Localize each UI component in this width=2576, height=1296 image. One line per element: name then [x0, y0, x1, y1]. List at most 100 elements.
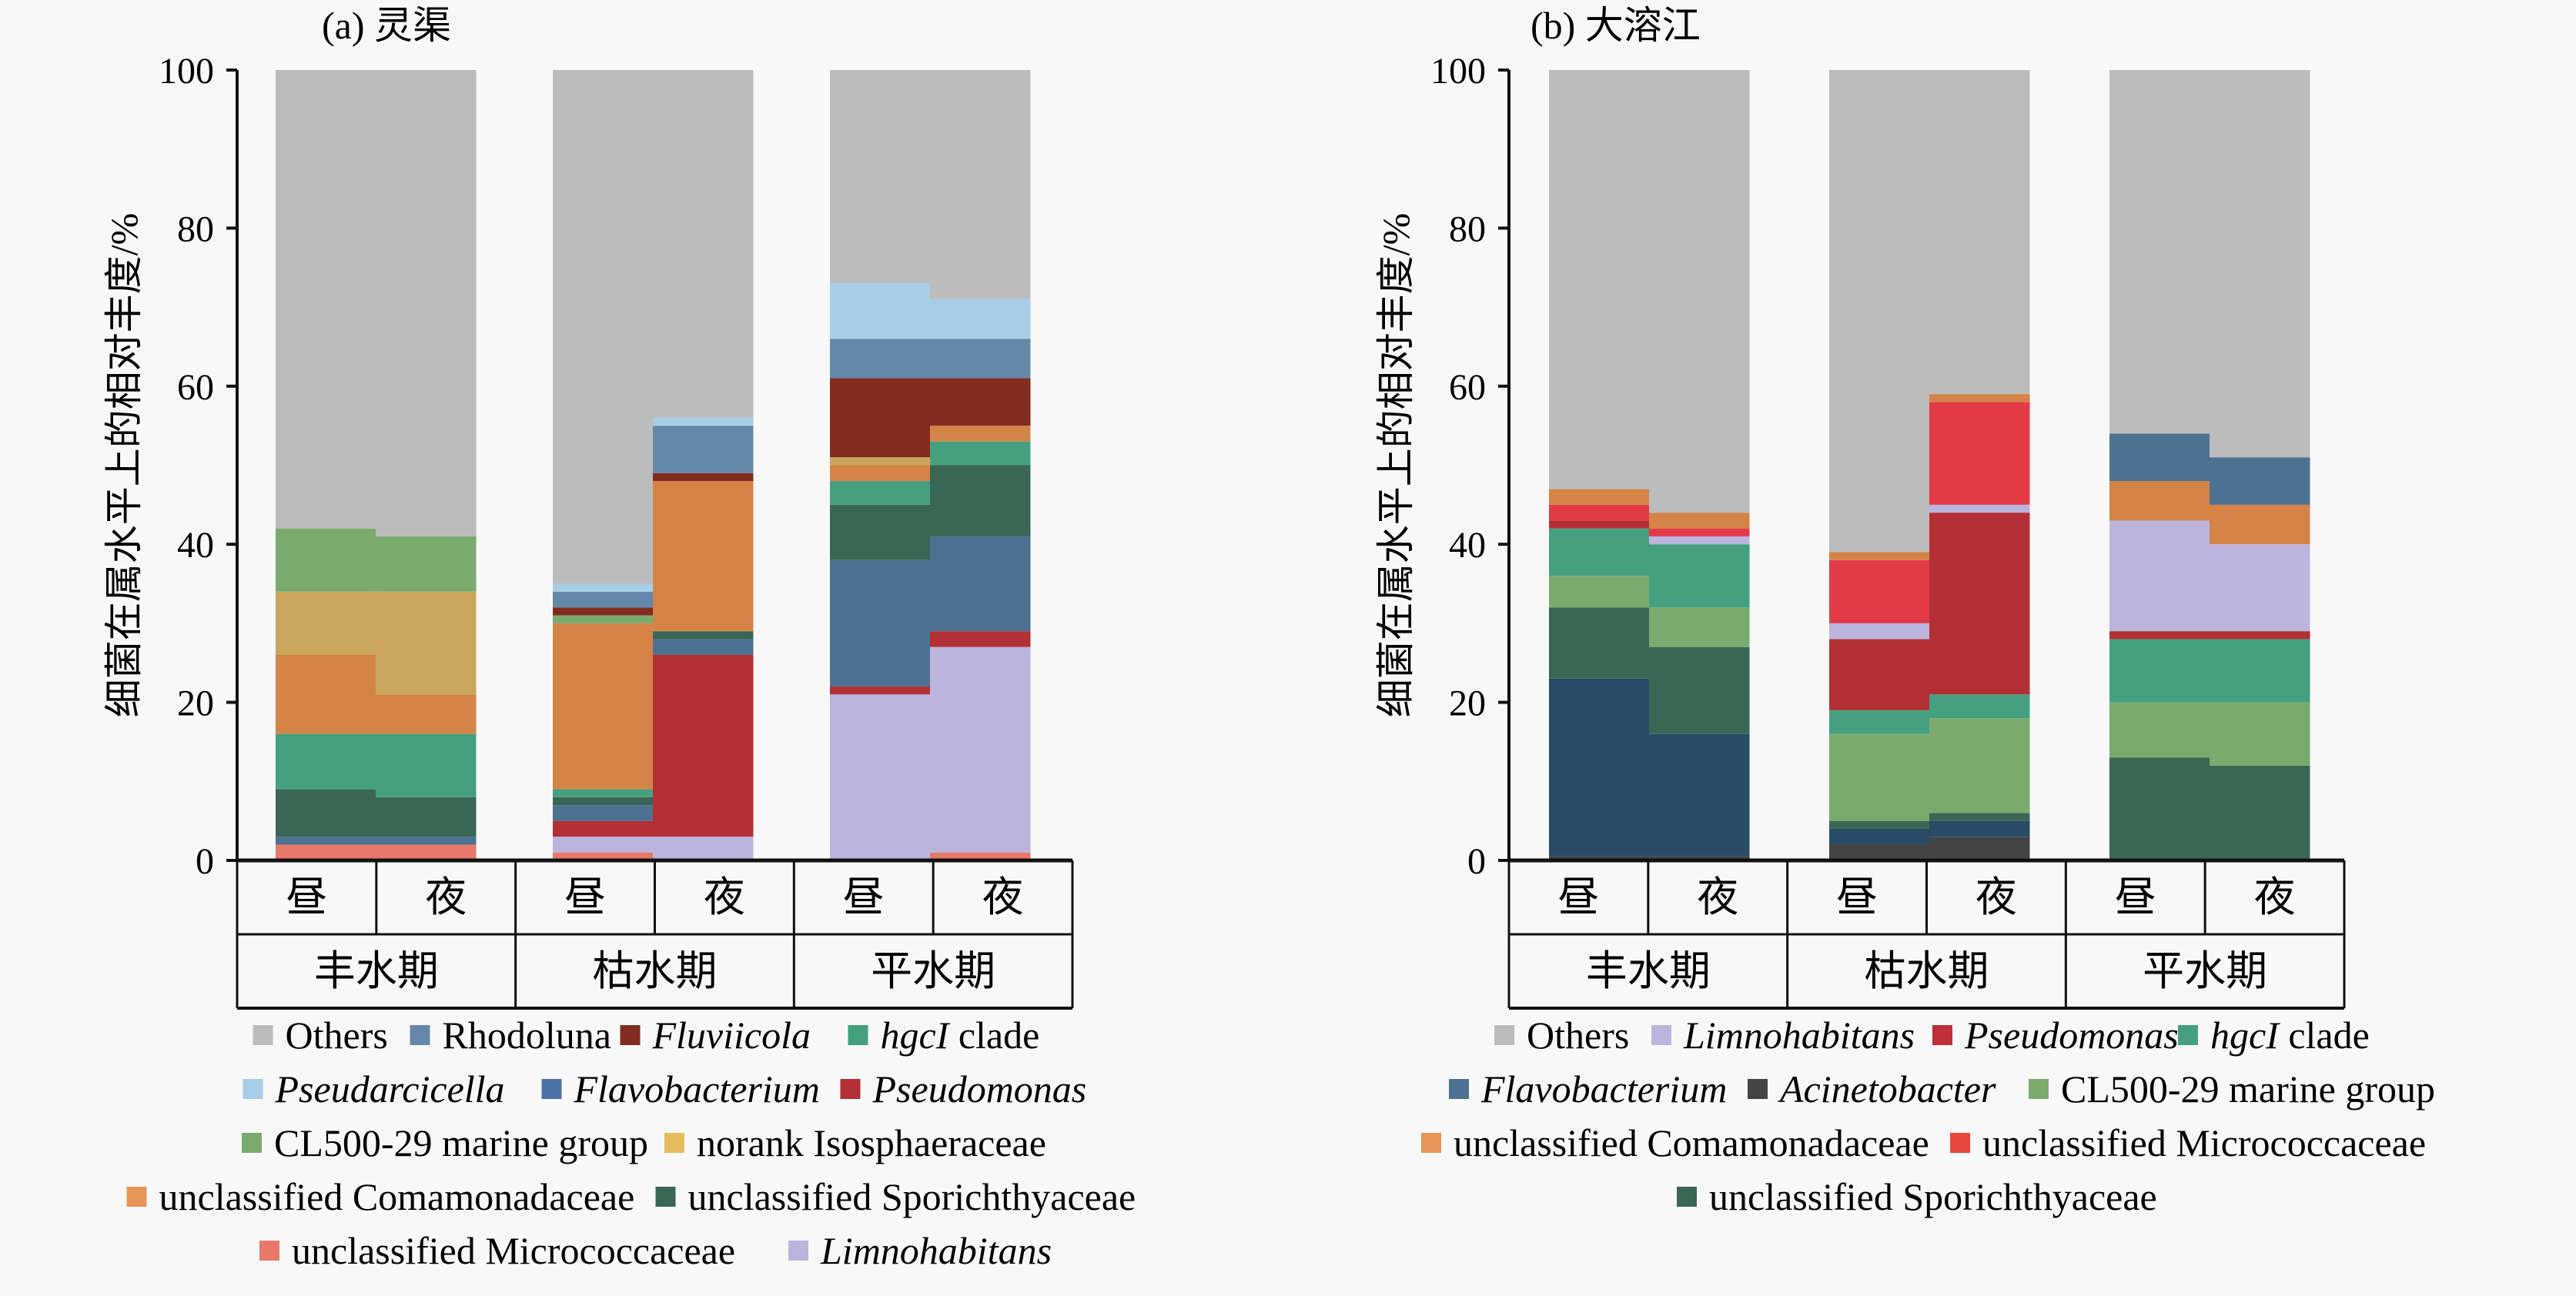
- bar-segment-hgci-clade: [1649, 544, 1750, 608]
- bar-segment-fluviicola: [830, 378, 931, 458]
- x-category-label: 夜: [1975, 874, 2017, 920]
- legend-label: Limnohabitans: [1683, 1014, 1915, 1057]
- bar-segment-unclassified-sporichthyaceae: [553, 797, 654, 806]
- y-tick-label: 40: [1449, 525, 1486, 566]
- bar-segment-unclassified-comamonadaceae: [1829, 552, 1930, 560]
- bar-segment-unclassified-sporichthyaceae: [930, 465, 1031, 536]
- bar-segment-others: [930, 70, 1031, 299]
- bar-segment-hgci-clade: [1829, 710, 1930, 734]
- legend-swatch: [1421, 1133, 1441, 1153]
- legend-item: Limnohabitans: [788, 1229, 1052, 1272]
- legend-item: Rhodoluna: [410, 1014, 611, 1057]
- bar-segment-pseudomonas: [1929, 513, 2030, 695]
- bar-segment-flavobacterium: [1829, 828, 1930, 845]
- bar-segment-norank-isosphaeraceae: [376, 591, 477, 695]
- x-category-label: 夜: [1697, 874, 1738, 920]
- bar-segment-unclassified-comamonadaceae: [653, 481, 754, 632]
- bar-segment-acinetobacter: [1829, 844, 1930, 860]
- legend-swatch: [541, 1079, 562, 1099]
- bar-segment-unclassified-comamonadaceae: [930, 426, 1031, 442]
- bar-segment-unclassified-sporichthyaceae: [1829, 820, 1930, 829]
- bar-segment-unclassified-sporichthyaceae: [276, 789, 376, 837]
- y-axis-label: 细菌在属水平上的相对丰度/%: [1374, 213, 1417, 718]
- bar-segment-cl500-29-marine-group: [276, 528, 376, 592]
- bars: [276, 70, 1031, 860]
- bar-segment-norank-isosphaeraceae: [830, 457, 931, 466]
- legend-label: Limnohabitans: [820, 1229, 1052, 1272]
- x-group-label: 枯水期: [1865, 948, 1989, 994]
- bar-segment-flavobacterium-upper-: [2109, 433, 2210, 482]
- legend-label: unclassified Sporichthyaceae: [1709, 1175, 2157, 1218]
- x-category-label: 夜: [2254, 874, 2296, 920]
- bar-segment-rhodoluna: [653, 426, 754, 473]
- bar-segment-pseudomonas: [1549, 520, 1650, 529]
- legend-label: Flavobacterium: [574, 1067, 820, 1111]
- bar-segment-acinetobacter: [1929, 837, 2030, 860]
- y-tick-label: 40: [177, 525, 214, 566]
- bar-segment-others: [1549, 70, 1650, 489]
- legend: Others Rhodoluna Fluviicola hgcI clade Pseud…: [126, 1014, 1136, 1272]
- legend-item: CL500-29 marine group: [2029, 1067, 2435, 1111]
- legend-swatch: [788, 1241, 808, 1261]
- bar-segment-limnohabitans: [2109, 520, 2210, 632]
- bar-segment-unclassified-micrococcaceae: [376, 844, 477, 860]
- bar-segment-unclassified-sporichthyaceae: [1549, 607, 1650, 679]
- bar-segment-hgci-clade: [830, 481, 931, 505]
- legend-label: Rhodoluna: [443, 1014, 611, 1057]
- bar-segment-pseudarcicella: [553, 583, 654, 592]
- legend-swatch: [620, 1025, 641, 1045]
- y-tick-label: 20: [1449, 683, 1486, 724]
- bar-segment-pseudarcicella: [653, 417, 754, 426]
- bar-segment-pseudomonas: [2109, 631, 2210, 640]
- bar-segment-limnohabitans: [653, 837, 754, 860]
- legend-item: CL500-29 marine group: [242, 1121, 648, 1164]
- bar-segment-hgci-clade: [930, 441, 1031, 466]
- bar-segment-flavobacterium: [1549, 678, 1650, 857]
- legend-label: hgcI clade: [2210, 1014, 2370, 1057]
- chart-title: (a) 灵渠: [322, 4, 451, 47]
- legend-swatch: [410, 1025, 430, 1045]
- bar-segment-rhodoluna: [553, 591, 654, 608]
- legend-label: Others: [1527, 1014, 1629, 1057]
- bar-segment-pseudomonas: [830, 686, 931, 695]
- legend-item: unclassified Comamonadaceae: [1421, 1121, 1929, 1164]
- bar-segment-pseudarcicella: [830, 283, 931, 339]
- legend-swatch: [1449, 1079, 1469, 1099]
- y-tick-label: 100: [159, 51, 214, 92]
- bar-segment-limnohabitans: [930, 646, 1031, 853]
- bar-segment-flavobacterium: [830, 559, 931, 687]
- bar-segment-limnohabitans: [1829, 623, 1930, 640]
- bar-segment-unclassified-sporichthyaceae: [653, 631, 754, 640]
- x-group-label: 平水期: [871, 948, 995, 994]
- bar-segment-unclassified-comamonadaceae: [553, 623, 654, 790]
- bar-segment-cl500-29-marine-group: [2109, 702, 2210, 758]
- bar-segment-unclassified-comamonadaceae: [2210, 504, 2310, 545]
- bar-segment-rhodoluna: [930, 339, 1031, 379]
- x-category-label: 夜: [982, 874, 1024, 920]
- bar-segment-others: [376, 70, 477, 536]
- bar-segment-unclassified-micrococcaceae: [1549, 504, 1650, 521]
- bar-segment-unclassified-sporichthyaceae: [1649, 646, 1750, 734]
- legend-swatch: [655, 1187, 676, 1207]
- legend-item: unclassified Micrococcaceae: [1950, 1121, 2426, 1164]
- legend-swatch: [126, 1187, 147, 1207]
- bar-segment-unclassified-sporichthyaceae: [2109, 757, 2210, 860]
- bar-segment-unclassified-comamonadaceae: [376, 694, 477, 734]
- bar-segment-hgci-clade: [2210, 639, 2310, 703]
- y-tick-label: 80: [177, 209, 214, 249]
- legend-item: unclassified Sporichthyaceae: [655, 1175, 1136, 1218]
- bar-segment-unclassified-micrococcaceae: [1829, 559, 1930, 623]
- legend-label: Flavobacterium: [1480, 1067, 1727, 1111]
- legend-swatch: [1494, 1025, 1514, 1045]
- bar-segment-others: [653, 70, 754, 418]
- bar-segment-hgci-clade: [553, 789, 654, 797]
- x-category-label: 昼: [286, 874, 327, 920]
- legend-swatch: [2178, 1025, 2198, 1045]
- bar-segment-cl500-29-marine-group: [2210, 702, 2310, 766]
- legend-swatch: [1950, 1133, 1970, 1153]
- bar-segment-limnohabitans: [2210, 544, 2310, 632]
- legend-label: unclassified Comamonadaceae: [159, 1175, 635, 1218]
- legend-item: Pseudomonas: [840, 1067, 1086, 1111]
